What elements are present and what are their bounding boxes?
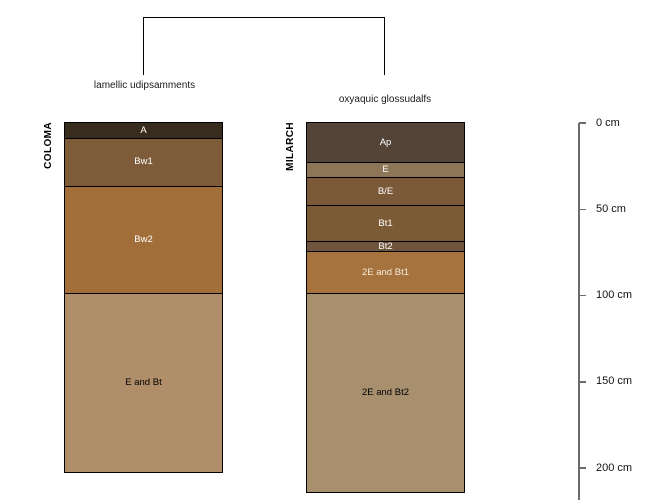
profile-column-milarch: Ap E B/E Bt1 Bt2 2E and Bt1 2E and Bt2 — [306, 122, 465, 494]
horizon-layer-e-and-bt: E and Bt — [65, 293, 222, 472]
horizon-label: E — [382, 164, 389, 176]
axis-tick-label: 200 cm — [596, 461, 633, 474]
axis-tick — [579, 294, 586, 297]
axis-tick-label: 50 cm — [596, 202, 626, 215]
horizon-label: E and Bt — [125, 376, 162, 388]
horizon-label: B/E — [377, 185, 394, 197]
series-label-milarch: MILARCH — [285, 122, 296, 171]
axis-tick — [579, 467, 586, 469]
horizon-layer-bt2: Bt2 — [307, 241, 464, 253]
horizon-layer-b-e: B/E — [307, 178, 464, 206]
axis-tick — [579, 381, 586, 383]
horizon-layer-2e-and-bt2: 2E and Bt2 — [307, 293, 464, 493]
horizon-label: Bt1 — [378, 217, 393, 229]
horizon-label: Bw1 — [134, 156, 153, 168]
subgroup-label-oxyaquic-glossudalfs: oxyaquic glossudalfs — [338, 94, 432, 105]
subgroup-label-lamellic-udipsamments: lamellic udipsamments — [93, 80, 196, 91]
horizon-layer-e: E — [307, 162, 464, 179]
horizon-layer-bt1: Bt1 — [307, 205, 464, 243]
axis-tick — [579, 122, 586, 124]
horizon-label: A — [140, 124, 147, 136]
axis-tick-label: 150 cm — [596, 375, 633, 388]
axis-tick — [579, 208, 586, 211]
horizon-label: Bw2 — [134, 234, 153, 246]
horizon-label: Ap — [379, 136, 392, 148]
horizon-layer-ap: Ap — [307, 123, 464, 163]
horizon-label: 2E and Bt2 — [361, 387, 409, 399]
horizon-layer-bw2: Bw2 — [65, 186, 222, 294]
axis-tick-label: 100 cm — [596, 289, 633, 302]
dendrogram-bracket — [143, 17, 385, 75]
horizon-label: Bt2 — [378, 241, 393, 252]
horizon-label: 2E and Bt1 — [361, 266, 409, 278]
horizon-layer-a: A — [65, 123, 222, 139]
horizon-layer-2e-and-bt1: 2E and Bt1 — [307, 252, 464, 294]
series-label-coloma: COLOMA — [43, 122, 54, 169]
profile-column-coloma: A Bw1 Bw2 E and Bt — [64, 122, 223, 473]
horizon-layer-bw1: Bw1 — [65, 138, 222, 187]
depth-axis-line — [578, 123, 580, 500]
axis-tick-label: 0 cm — [596, 116, 620, 129]
